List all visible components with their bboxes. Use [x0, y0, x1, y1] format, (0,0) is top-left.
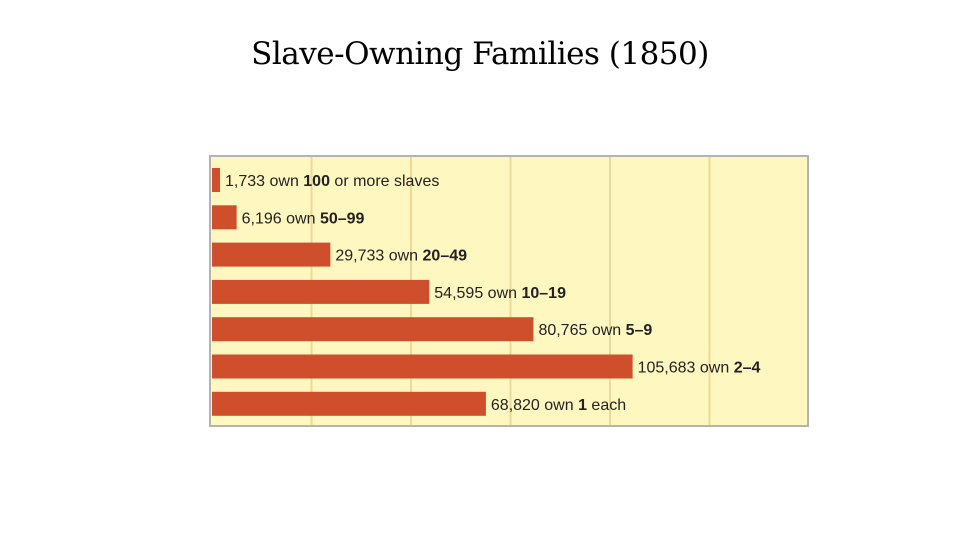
bar-label-range: 10–19 [521, 285, 566, 302]
bar-label-range: 1 [578, 397, 587, 414]
bar-label: 105,683 own 2–4 [638, 360, 761, 377]
bar-label-range: 5–9 [626, 322, 653, 339]
bar [212, 279, 430, 304]
bars [212, 168, 633, 416]
bar-label-count: 105,683 own [638, 360, 734, 377]
bar [212, 354, 633, 379]
bar [212, 205, 237, 230]
bar [212, 242, 331, 267]
chart-title: Slave-Owning Families (1850) [251, 36, 709, 72]
bar-labels: 1,733 own 100 or more slaves 6,196 own 50… [225, 173, 760, 414]
bar [212, 391, 486, 416]
bar-label: 80,765 own 5–9 [538, 322, 652, 339]
bar-label: 6,196 own 50–99 [242, 210, 365, 227]
bar-label-range: 50–99 [320, 210, 365, 227]
bar-label-suffix: or more slaves [330, 173, 439, 190]
bar-label-suffix: each [587, 397, 626, 414]
bar-label-count: 54,595 own [434, 285, 521, 302]
bar [212, 168, 220, 192]
bar-label: 1,733 own 100 or more slaves [225, 173, 439, 190]
bar-label-range: 2–4 [734, 360, 761, 377]
bar [212, 317, 534, 342]
bar-label-range: 100 [303, 173, 330, 190]
plot-border [209, 155, 809, 427]
bar-label-range: 20–49 [423, 248, 468, 265]
bar-label: 54,595 own 10–19 [434, 285, 566, 302]
bar-label: 68,820 own 1 each [491, 397, 626, 414]
bar-label-count: 80,765 own [538, 322, 625, 339]
bar-label-count: 6,196 own [242, 210, 320, 227]
bar-label: 29,733 own 20–49 [335, 248, 467, 265]
bar-label-count: 29,733 own [335, 248, 422, 265]
bar-label-count: 68,820 own [491, 397, 578, 414]
bar-label-count: 1,733 own [225, 173, 303, 190]
